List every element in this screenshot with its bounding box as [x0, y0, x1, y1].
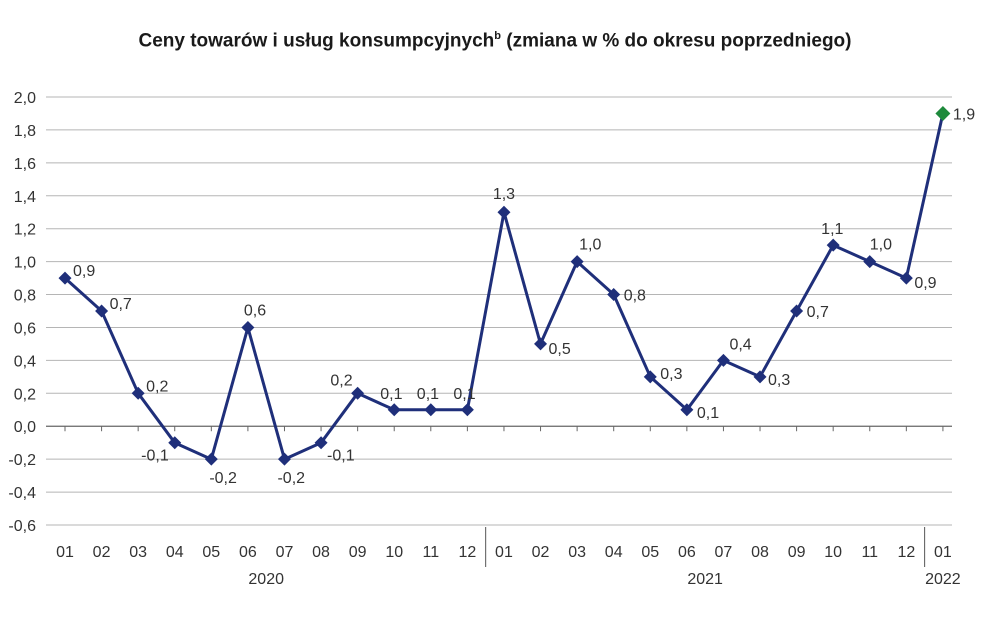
data-point: [277, 452, 291, 466]
x-tick-label: 12: [897, 544, 915, 561]
data-label: 1,0: [870, 237, 892, 254]
data-label: 0,9: [914, 275, 936, 292]
data-point: [131, 386, 145, 400]
y-tick-label: 1,0: [14, 255, 36, 272]
y-tick-label: 1,4: [14, 189, 36, 206]
y-tick-label: 0,4: [14, 353, 36, 370]
chart-title-suffix: (zmiana w % do okresu poprzedniego): [501, 30, 852, 52]
data-point: [241, 320, 255, 334]
x-tick-label: 03: [568, 544, 586, 561]
data-label: 0,5: [549, 341, 571, 358]
data-point: [314, 436, 328, 450]
x-tick-label: 06: [678, 544, 696, 561]
data-point: [826, 238, 840, 252]
series-line: [63, 113, 945, 461]
x-tick-label: 07: [715, 544, 733, 561]
x-tick-label: 12: [458, 544, 476, 561]
data-point: [607, 288, 621, 302]
data-point: [570, 255, 584, 269]
year-label: 2020: [248, 571, 284, 588]
chart-title-main: Ceny towarów i usług konsumpcyjnych: [138, 30, 495, 52]
x-tick-label: 10: [824, 544, 842, 561]
data-point: [899, 271, 913, 285]
data-label: 1,3: [493, 186, 515, 203]
x-tick-label: 05: [202, 544, 220, 561]
x-tick-label: 08: [751, 544, 769, 561]
data-point: [790, 304, 804, 318]
data-point: [497, 205, 511, 219]
x-tick-label: 07: [276, 544, 294, 561]
x-tick-label: 10: [385, 544, 403, 561]
x-tick-label: 09: [349, 544, 367, 561]
y-tick-label: -0,4: [8, 485, 36, 502]
data-label: 0,4: [729, 336, 751, 353]
highlighted-data-point: [935, 105, 951, 121]
data-label: 0,8: [624, 288, 646, 305]
y-tick-label: 0,8: [14, 288, 36, 305]
data-label: 0,1: [417, 386, 439, 403]
x-tick-label: 11: [422, 544, 439, 561]
data-point: [168, 436, 182, 450]
x-tick-label: 09: [788, 544, 806, 561]
y-tick-label: 1,2: [14, 222, 36, 239]
data-label: 0,2: [330, 372, 352, 389]
data-label: 0,7: [807, 304, 829, 321]
x-tick-label: 01: [934, 544, 952, 561]
data-label: 0,3: [768, 372, 790, 389]
data-label: 0,3: [660, 366, 682, 383]
x-tick-label: 03: [129, 544, 147, 561]
data-point: [351, 386, 365, 400]
x-tick-label: 01: [495, 544, 513, 561]
data-label: -0,1: [327, 448, 355, 465]
y-tick-label: 0,2: [14, 386, 36, 403]
data-label: 0,7: [110, 296, 132, 313]
data-label: 1,9: [953, 106, 975, 123]
chart-title: Ceny towarów i usług konsumpcyjnychb (zm…: [0, 30, 990, 52]
y-tick-label: 0,0: [14, 419, 36, 436]
data-point: [643, 370, 657, 384]
x-tick-label: 04: [166, 544, 184, 561]
data-label: 0,1: [697, 405, 719, 422]
data-point: [424, 403, 438, 417]
x-tick-label: 05: [641, 544, 659, 561]
data-label: 1,0: [579, 237, 601, 254]
y-tick-label: 1,8: [14, 123, 36, 140]
data-point: [460, 403, 474, 417]
data-point: [95, 304, 109, 318]
data-point: [58, 271, 72, 285]
y-tick-label: -0,2: [8, 452, 36, 469]
data-label: 0,1: [453, 386, 475, 403]
x-tick-label: 02: [532, 544, 550, 561]
y-tick-label: -0,6: [8, 518, 36, 535]
data-point: [753, 370, 767, 384]
x-tick-label: 11: [861, 544, 878, 561]
data-label: 0,9: [73, 263, 95, 280]
data-label: 0,6: [244, 302, 266, 319]
data-label: -0,2: [277, 470, 305, 487]
x-tick-label: 01: [56, 544, 74, 561]
x-tick-label: 08: [312, 544, 330, 561]
year-label: 2022: [925, 571, 961, 588]
data-label: 0,1: [380, 386, 402, 403]
data-label: -0,2: [209, 470, 237, 487]
y-tick-label: 0,6: [14, 320, 36, 337]
x-tick-label: 06: [239, 544, 257, 561]
x-tick-label: 02: [93, 544, 111, 561]
data-point: [534, 337, 548, 351]
data-point: [204, 452, 218, 466]
data-point: [680, 403, 694, 417]
x-tick-label: 04: [605, 544, 623, 561]
y-tick-label: 2,0: [14, 90, 36, 107]
year-label: 2021: [687, 571, 723, 588]
data-point: [387, 403, 401, 417]
data-label: -0,1: [141, 448, 169, 465]
data-label: 1,1: [821, 221, 843, 238]
data-label: 0,2: [146, 378, 168, 395]
y-tick-label: 1,6: [14, 156, 36, 173]
data-point: [716, 353, 730, 367]
data-point: [863, 255, 877, 269]
chart-title-superscript: b: [494, 30, 502, 42]
